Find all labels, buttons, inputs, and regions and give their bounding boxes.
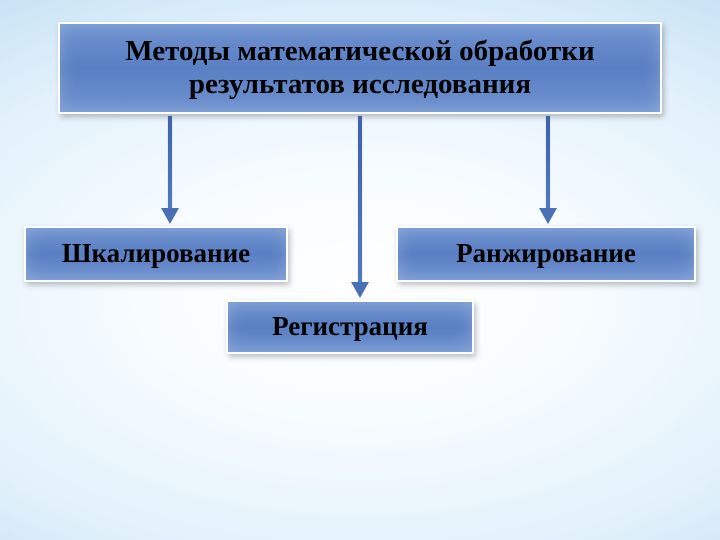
arrow-to-left [168,116,172,210]
root-label: Методы математической обработки результа… [68,35,652,102]
child-box-middle: Регистрация [226,300,474,354]
root-box: Методы математической обработки результа… [58,22,662,114]
diagram-canvas: Методы математической обработки результа… [0,0,720,540]
child-label-right: Ранжирование [456,238,636,269]
child-label-left: Шкалирование [62,238,250,269]
arrow-to-right [546,116,550,210]
arrow-to-middle [358,116,362,284]
child-box-left: Шкалирование [24,226,288,282]
child-box-right: Ранжирование [396,226,696,282]
child-label-middle: Регистрация [272,311,428,342]
